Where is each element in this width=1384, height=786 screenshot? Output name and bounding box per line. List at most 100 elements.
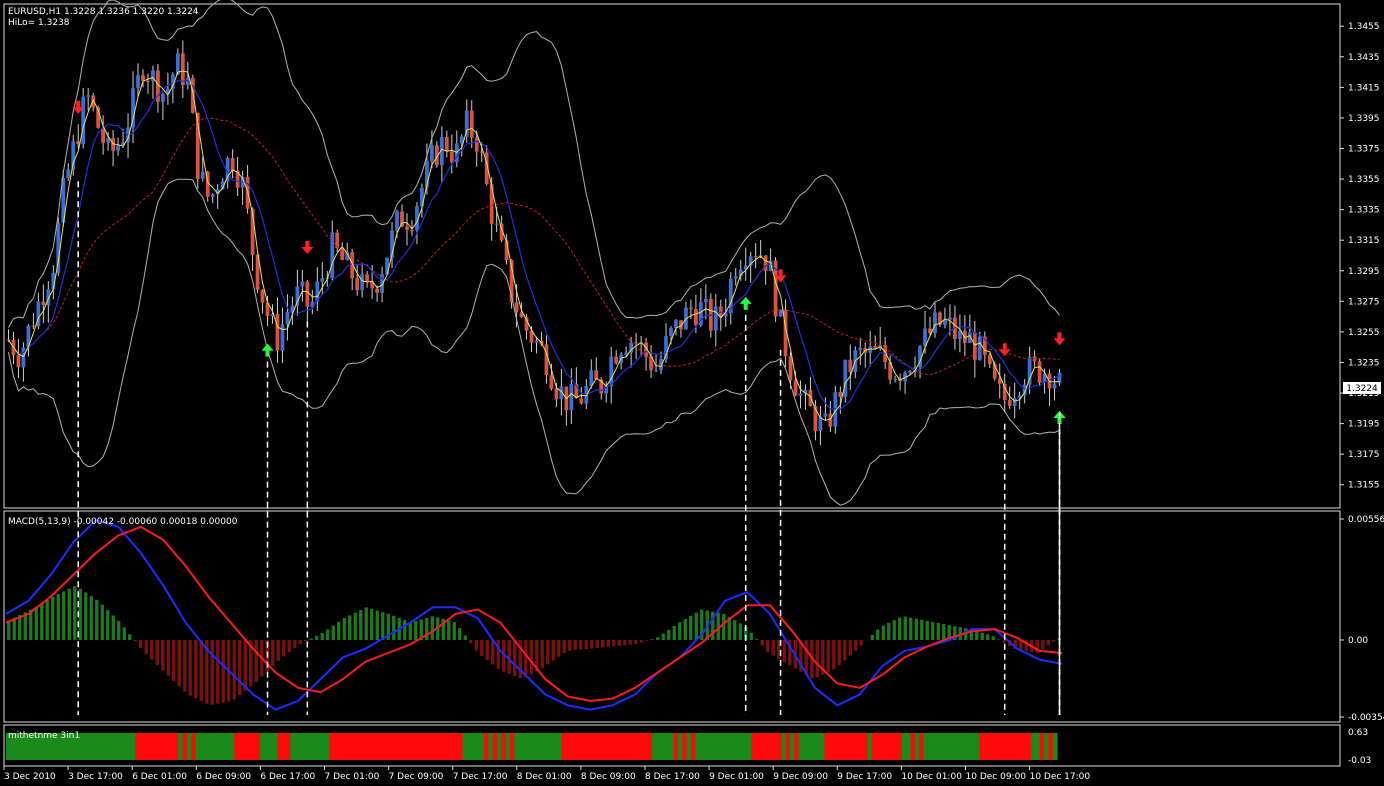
strip-cell xyxy=(18,733,24,760)
time-tick-label: 7 Dec 01:00 xyxy=(325,772,380,782)
strip-cell xyxy=(785,733,791,760)
strip-cell xyxy=(14,733,20,760)
strip-cell xyxy=(428,733,434,760)
candle-body xyxy=(1052,383,1057,389)
up-arrow-icon xyxy=(261,343,274,357)
candle-body xyxy=(698,302,703,326)
candle xyxy=(375,285,379,302)
down-arrow-shape xyxy=(998,343,1011,357)
strip-cell xyxy=(996,733,1002,760)
candle-body xyxy=(703,298,708,303)
strip-cell xyxy=(57,733,63,760)
strip-cell xyxy=(285,733,291,760)
strip-cell xyxy=(561,733,567,760)
strip-cell xyxy=(811,733,817,760)
price-plot xyxy=(6,0,1066,506)
candle xyxy=(405,213,409,246)
candle-body xyxy=(91,95,96,108)
candle xyxy=(61,169,66,227)
strip-cell xyxy=(712,733,718,760)
candle-body xyxy=(474,137,479,152)
strip-cell xyxy=(940,733,946,760)
strip-cell xyxy=(225,733,231,760)
time-tick-label: 10 Dec 01:00 xyxy=(901,772,962,782)
strip-cell xyxy=(505,733,511,760)
candle-body xyxy=(938,312,942,325)
strip-cell xyxy=(759,733,765,760)
strip-cell xyxy=(962,733,968,760)
strip-cell xyxy=(182,733,188,760)
strip-cell xyxy=(893,733,899,760)
strip-cell xyxy=(587,733,593,760)
down-arrow-shape xyxy=(301,241,314,255)
strip-cell xyxy=(109,733,115,760)
strip-cell xyxy=(169,733,175,760)
candle-body xyxy=(86,95,91,97)
strip-cell xyxy=(833,733,838,760)
strip-cell xyxy=(247,733,253,760)
strip-cell xyxy=(729,733,735,760)
strip-cell xyxy=(376,733,382,760)
strip-cell xyxy=(117,733,123,760)
candle-body xyxy=(290,305,295,312)
candle xyxy=(728,272,733,325)
strip-cell xyxy=(161,733,166,760)
candle xyxy=(240,170,245,205)
candle-body xyxy=(225,158,230,182)
candle-body xyxy=(494,223,499,225)
candle xyxy=(151,65,155,99)
strip-cell xyxy=(755,733,761,760)
candle-body xyxy=(987,354,992,365)
strip-cell xyxy=(1052,733,1058,760)
candle xyxy=(848,344,853,390)
strip-cell xyxy=(281,733,287,760)
macd-tick-label: -0.00354 xyxy=(1348,713,1384,723)
strip-cell xyxy=(673,733,679,760)
candle-body xyxy=(101,127,106,143)
candle xyxy=(170,72,175,104)
candle-body xyxy=(629,342,634,353)
candle-body xyxy=(151,70,155,82)
candle xyxy=(1047,369,1052,406)
strip-cell xyxy=(359,733,365,760)
time-tick-label: 8 Dec 01:00 xyxy=(517,772,572,782)
strip-cell xyxy=(49,733,54,760)
strip-cell xyxy=(221,733,227,760)
candle xyxy=(141,69,145,88)
candle-body xyxy=(768,260,773,272)
candle xyxy=(773,257,778,322)
candle-body xyxy=(808,389,813,407)
candle-body xyxy=(76,141,81,145)
strip-cell xyxy=(630,733,636,760)
strip-cell xyxy=(949,733,955,760)
candle-body xyxy=(654,370,658,372)
strip-cell xyxy=(23,733,29,760)
candle xyxy=(783,299,788,368)
strip-cell xyxy=(79,733,85,760)
candle xyxy=(738,259,743,281)
candle-body xyxy=(479,151,484,153)
strip-cell xyxy=(845,733,851,760)
strip-cell xyxy=(380,733,386,760)
candle-body xyxy=(365,274,370,282)
strip-cell xyxy=(518,733,524,760)
price-tick-label: 1.3355 xyxy=(1348,175,1380,185)
strip-cell xyxy=(604,733,610,760)
candle-body xyxy=(340,248,345,260)
candle-body xyxy=(569,384,574,411)
candle-body xyxy=(31,325,36,327)
time-tick-label: 3 Dec 17:00 xyxy=(68,772,123,782)
macd-panel-border xyxy=(3,510,1341,723)
strip-cell xyxy=(122,733,128,760)
strip-cell xyxy=(807,733,813,760)
macd-header: MACD(5,13,9) -0.00042 -0.00060 0.00018 0… xyxy=(8,517,238,527)
candle-body xyxy=(529,330,534,343)
candle-body xyxy=(285,311,290,325)
candle xyxy=(1002,373,1007,413)
candle-body xyxy=(544,344,549,376)
candle-body xyxy=(390,230,394,258)
candle-body xyxy=(156,70,160,102)
candle-body xyxy=(589,370,594,386)
